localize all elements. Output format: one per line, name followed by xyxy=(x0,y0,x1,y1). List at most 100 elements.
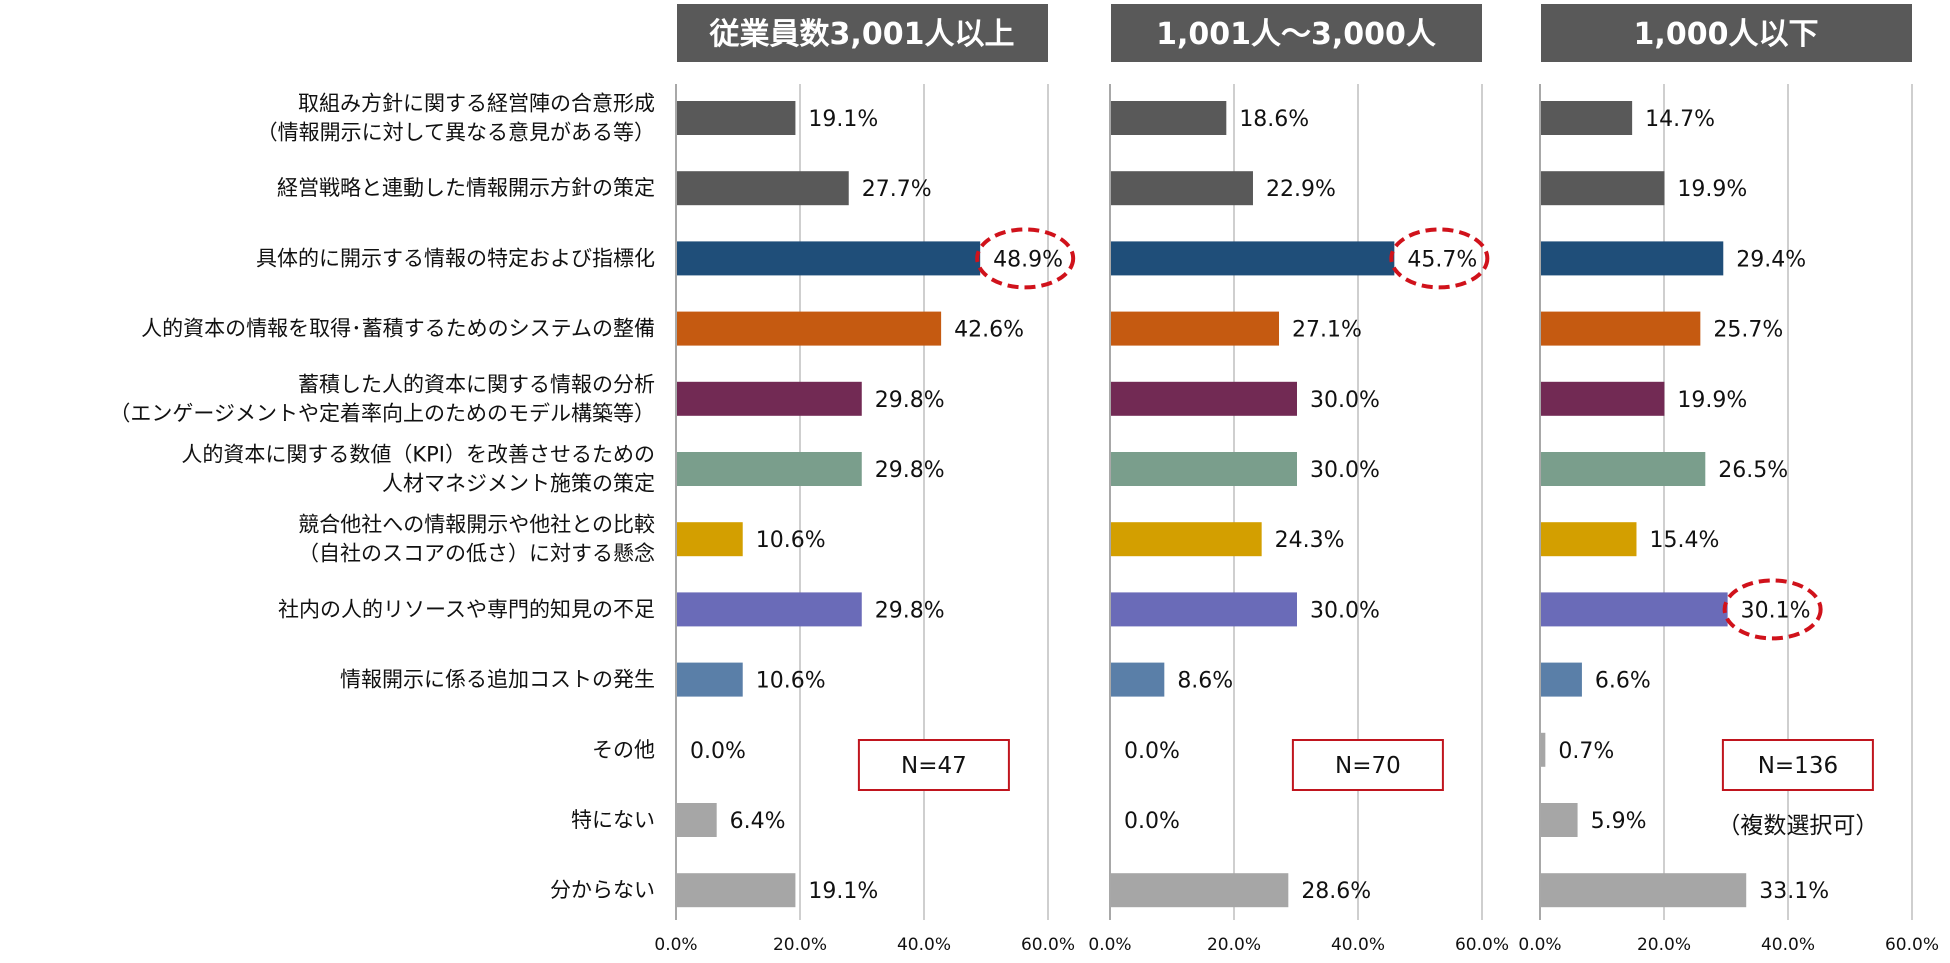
bar xyxy=(1541,732,1546,767)
x-tick-label: 20.0% xyxy=(1637,935,1691,955)
data-label: 30.0% xyxy=(1310,598,1380,623)
category-label: 人材マネジメント施策の策定 xyxy=(382,472,655,496)
highlight-ellipse xyxy=(1389,227,1490,290)
data-label: 30.0% xyxy=(1310,458,1380,483)
bar xyxy=(1111,171,1253,206)
data-label: 28.6% xyxy=(1301,879,1371,904)
category-label: 社内の人的リソースや専門的知見の不足 xyxy=(278,597,655,621)
sample-size-box xyxy=(1721,739,1874,791)
bar xyxy=(1111,873,1289,908)
panel: 1,001人～3,000人 18.6% 22.9% 45.7% 27.1% 30.0% 30… xyxy=(1088,4,1509,955)
data-label: 48.9% xyxy=(993,247,1063,272)
sample-size-box xyxy=(1291,739,1444,791)
multiple-choice-note: （複数選択可） xyxy=(1717,813,1878,839)
data-label: 29.8% xyxy=(875,458,945,483)
bar xyxy=(1541,171,1665,206)
bar xyxy=(1541,452,1706,486)
data-label: 25.7% xyxy=(1713,318,1783,343)
category-label: 人的資本の情報を取得･蓄積するためのシステムの整備 xyxy=(141,317,655,341)
bar xyxy=(677,803,717,837)
category-labels: 取組み方針に関する経営陣の合意形成 （情報開示に対して異なる意見がある等） 経営戦略… xyxy=(109,92,655,903)
category-label: その他 xyxy=(592,738,655,762)
panel-header xyxy=(1111,4,1482,62)
x-tick-label: 60.0% xyxy=(1021,935,1075,955)
category-label: 取組み方針に関する経営陣の合意形成 xyxy=(298,92,655,116)
data-label: 24.3% xyxy=(1275,528,1345,553)
bar xyxy=(1111,241,1395,276)
data-label: 19.9% xyxy=(1677,177,1747,202)
data-label: 19.1% xyxy=(808,107,878,132)
data-label: 42.6% xyxy=(954,318,1024,343)
chart-panels: 従業員数3,001人以上 19.1% 27.7% 48.9% 42.6% 29.8% 29.… xyxy=(654,4,1939,955)
data-label: 27.1% xyxy=(1292,318,1362,343)
panel: 従業員数3,001人以上 19.1% 27.7% 48.9% 42.6% 29.8% 29.… xyxy=(654,4,1076,955)
panel-header xyxy=(1541,4,1912,62)
data-label: 29.4% xyxy=(1736,247,1806,272)
data-label: 8.6% xyxy=(1177,669,1233,694)
bar xyxy=(1541,873,1747,908)
bar xyxy=(1541,522,1637,557)
data-label: 14.7% xyxy=(1645,107,1715,132)
bar xyxy=(1111,662,1165,697)
category-label: 競合他社への情報開示や他社との比較 xyxy=(298,513,655,537)
data-label: 6.6% xyxy=(1595,669,1651,694)
bar xyxy=(677,171,849,206)
bar xyxy=(677,522,743,557)
bar xyxy=(677,592,862,627)
bar xyxy=(1541,592,1728,627)
x-tick-label: 20.0% xyxy=(773,935,827,955)
x-tick-label: 60.0% xyxy=(1885,935,1939,955)
data-label: 18.6% xyxy=(1239,107,1309,132)
category-label: 特にない xyxy=(571,808,655,832)
bar xyxy=(677,873,796,908)
category-label: 経営戦略と連動した情報開示方針の策定 xyxy=(277,176,655,200)
data-label: 29.8% xyxy=(875,388,945,413)
x-tick-label: 40.0% xyxy=(897,935,951,955)
highlight-ellipse xyxy=(975,227,1076,290)
data-label: 30.0% xyxy=(1310,388,1380,413)
category-label: 情報開示に係る追加コストの発生 xyxy=(340,668,655,692)
x-tick-label: 20.0% xyxy=(1207,935,1261,955)
data-label: 15.4% xyxy=(1649,528,1719,553)
x-tick-label: 0.0% xyxy=(654,935,697,955)
x-tick-label: 40.0% xyxy=(1761,935,1815,955)
data-label: 30.1% xyxy=(1741,598,1811,623)
data-label: 29.8% xyxy=(875,598,945,623)
category-label: 具体的に開示する情報の特定および指標化 xyxy=(256,246,655,270)
bar xyxy=(1111,592,1297,627)
sample-size-label: N=47 xyxy=(901,753,967,779)
category-label: 人的資本に関する数値（KPI）を改善させるための xyxy=(181,443,655,467)
bar xyxy=(1111,101,1227,135)
panel-title: 1,001人～3,000人 xyxy=(1156,17,1436,52)
category-label: （自社のスコアの低さ）に対する懸念 xyxy=(298,542,655,566)
bar xyxy=(1541,803,1578,837)
panel-title: 従業員数3,001人以上 xyxy=(709,17,1015,52)
data-label: 26.5% xyxy=(1718,458,1788,483)
bar xyxy=(1111,522,1262,557)
data-label: 27.7% xyxy=(862,177,932,202)
x-tick-label: 0.0% xyxy=(1088,935,1131,955)
data-label: 10.6% xyxy=(756,669,826,694)
bar xyxy=(1541,101,1633,135)
data-label: 0.0% xyxy=(1124,739,1180,764)
bar xyxy=(677,311,942,346)
data-label: 0.0% xyxy=(690,739,746,764)
data-label: 33.1% xyxy=(1759,879,1829,904)
data-label: 10.6% xyxy=(756,528,826,553)
sample-size-box xyxy=(857,739,1010,791)
x-tick-label: 0.0% xyxy=(1518,935,1561,955)
bar xyxy=(1541,381,1665,416)
data-label: 0.0% xyxy=(1124,809,1180,834)
sample-size-label: N=70 xyxy=(1335,753,1401,779)
data-label: 5.9% xyxy=(1591,809,1647,834)
category-label: 蓄積した人的資本に関する情報の分析 xyxy=(298,372,655,396)
data-label: 22.9% xyxy=(1266,177,1336,202)
bar xyxy=(677,381,862,416)
category-label: （エンゲージメントや定着率向上のためのモデル構築等） xyxy=(109,401,655,425)
panel-title: 1,000人以下 xyxy=(1634,17,1819,52)
bar xyxy=(677,241,981,276)
category-label: 分からない xyxy=(550,878,655,902)
panel-header xyxy=(677,4,1048,62)
data-label: 45.7% xyxy=(1407,247,1477,272)
